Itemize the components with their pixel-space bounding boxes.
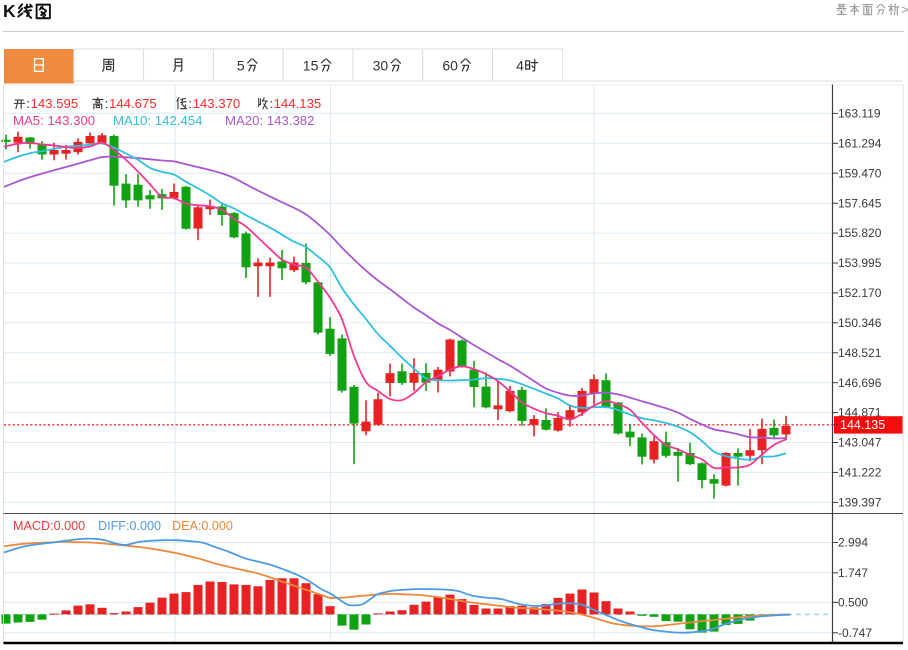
svg-text:2.994: 2.994 <box>838 536 868 550</box>
svg-text:144.135: 144.135 <box>840 418 885 432</box>
svg-text::: : <box>188 96 192 111</box>
svg-text:1.747: 1.747 <box>838 566 868 580</box>
svg-text:MA5: 143.300: MA5: 143.300 <box>13 113 95 128</box>
svg-text:139.397: 139.397 <box>838 496 882 510</box>
svg-text:MA20: 143.382: MA20: 143.382 <box>225 113 314 128</box>
svg-text:60: 60 <box>442 58 458 74</box>
svg-text:15: 15 <box>303 58 319 74</box>
svg-text:0.500: 0.500 <box>838 596 868 610</box>
svg-text:5: 5 <box>237 58 245 74</box>
svg-text:143.595: 143.595 <box>31 96 79 111</box>
svg-text::: : <box>26 96 30 111</box>
svg-text:143.370: 143.370 <box>193 96 241 111</box>
svg-text:159.470: 159.470 <box>838 166 882 180</box>
svg-text:141.222: 141.222 <box>838 466 882 480</box>
svg-text:MACD:0.000: MACD:0.000 <box>13 519 85 533</box>
svg-text:MA10: 142.454: MA10: 142.454 <box>113 113 202 128</box>
svg-text:143.047: 143.047 <box>838 436 882 450</box>
svg-text:K: K <box>3 1 16 21</box>
svg-text:161.294: 161.294 <box>838 136 882 150</box>
svg-text:146.696: 146.696 <box>838 376 882 390</box>
svg-text::: : <box>269 96 273 111</box>
svg-text:DEA:0.000: DEA:0.000 <box>172 519 233 533</box>
svg-text::: : <box>105 96 109 111</box>
svg-text:150.346: 150.346 <box>838 316 882 330</box>
svg-text:148.521: 148.521 <box>838 346 882 360</box>
svg-text:144.675: 144.675 <box>109 96 157 111</box>
svg-text:153.995: 153.995 <box>838 256 882 270</box>
svg-text:155.820: 155.820 <box>838 226 882 240</box>
svg-text:157.645: 157.645 <box>838 196 882 210</box>
svg-text:152.170: 152.170 <box>838 286 882 300</box>
svg-text:4: 4 <box>516 58 524 74</box>
svg-text:-0.747: -0.747 <box>838 626 872 640</box>
svg-text:163.119: 163.119 <box>838 107 881 121</box>
svg-text:DIFF:0.000: DIFF:0.000 <box>98 519 161 533</box>
svg-text:144.135: 144.135 <box>274 96 322 111</box>
svg-text:30: 30 <box>373 58 389 74</box>
svg-text:>: > <box>901 2 908 17</box>
